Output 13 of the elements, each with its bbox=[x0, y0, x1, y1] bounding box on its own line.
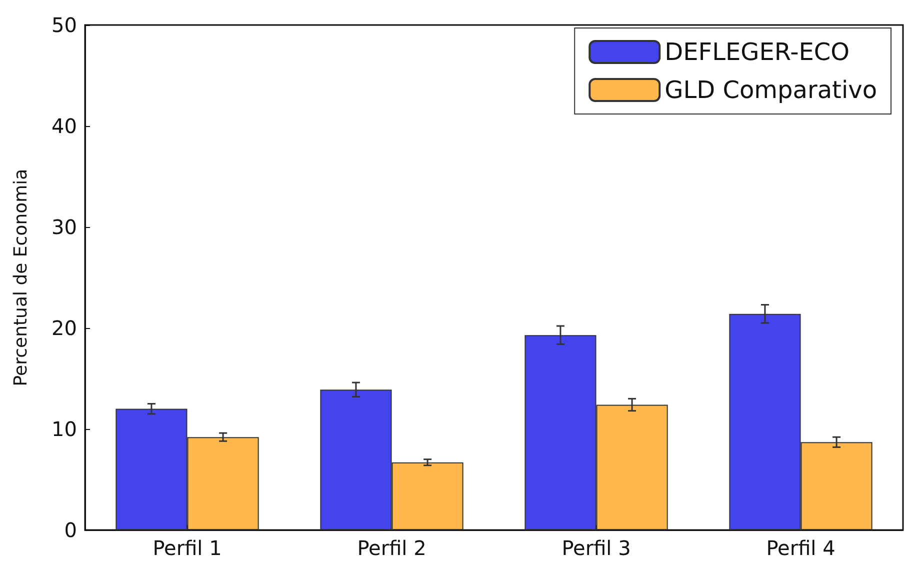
y-tick-label: 20 bbox=[52, 316, 77, 340]
legend-label: DEFLEGER-ECO bbox=[664, 38, 850, 66]
x-tick-label: Perfil 2 bbox=[357, 536, 426, 560]
legend-label: GLD Comparativo bbox=[664, 76, 878, 104]
x-tick-label: Perfil 1 bbox=[152, 536, 222, 560]
y-tick-label: 40 bbox=[52, 114, 77, 138]
y-tick-label: 50 bbox=[52, 13, 77, 37]
y-tick-label: 30 bbox=[52, 215, 77, 239]
y-tick-label: 10 bbox=[52, 417, 77, 441]
y-axis-title: Percentual de Economia bbox=[10, 168, 32, 386]
y-tick-label: 0 bbox=[64, 518, 77, 542]
x-tick-label: Perfil 4 bbox=[766, 536, 836, 560]
x-tick-label: Perfil 3 bbox=[562, 536, 631, 560]
